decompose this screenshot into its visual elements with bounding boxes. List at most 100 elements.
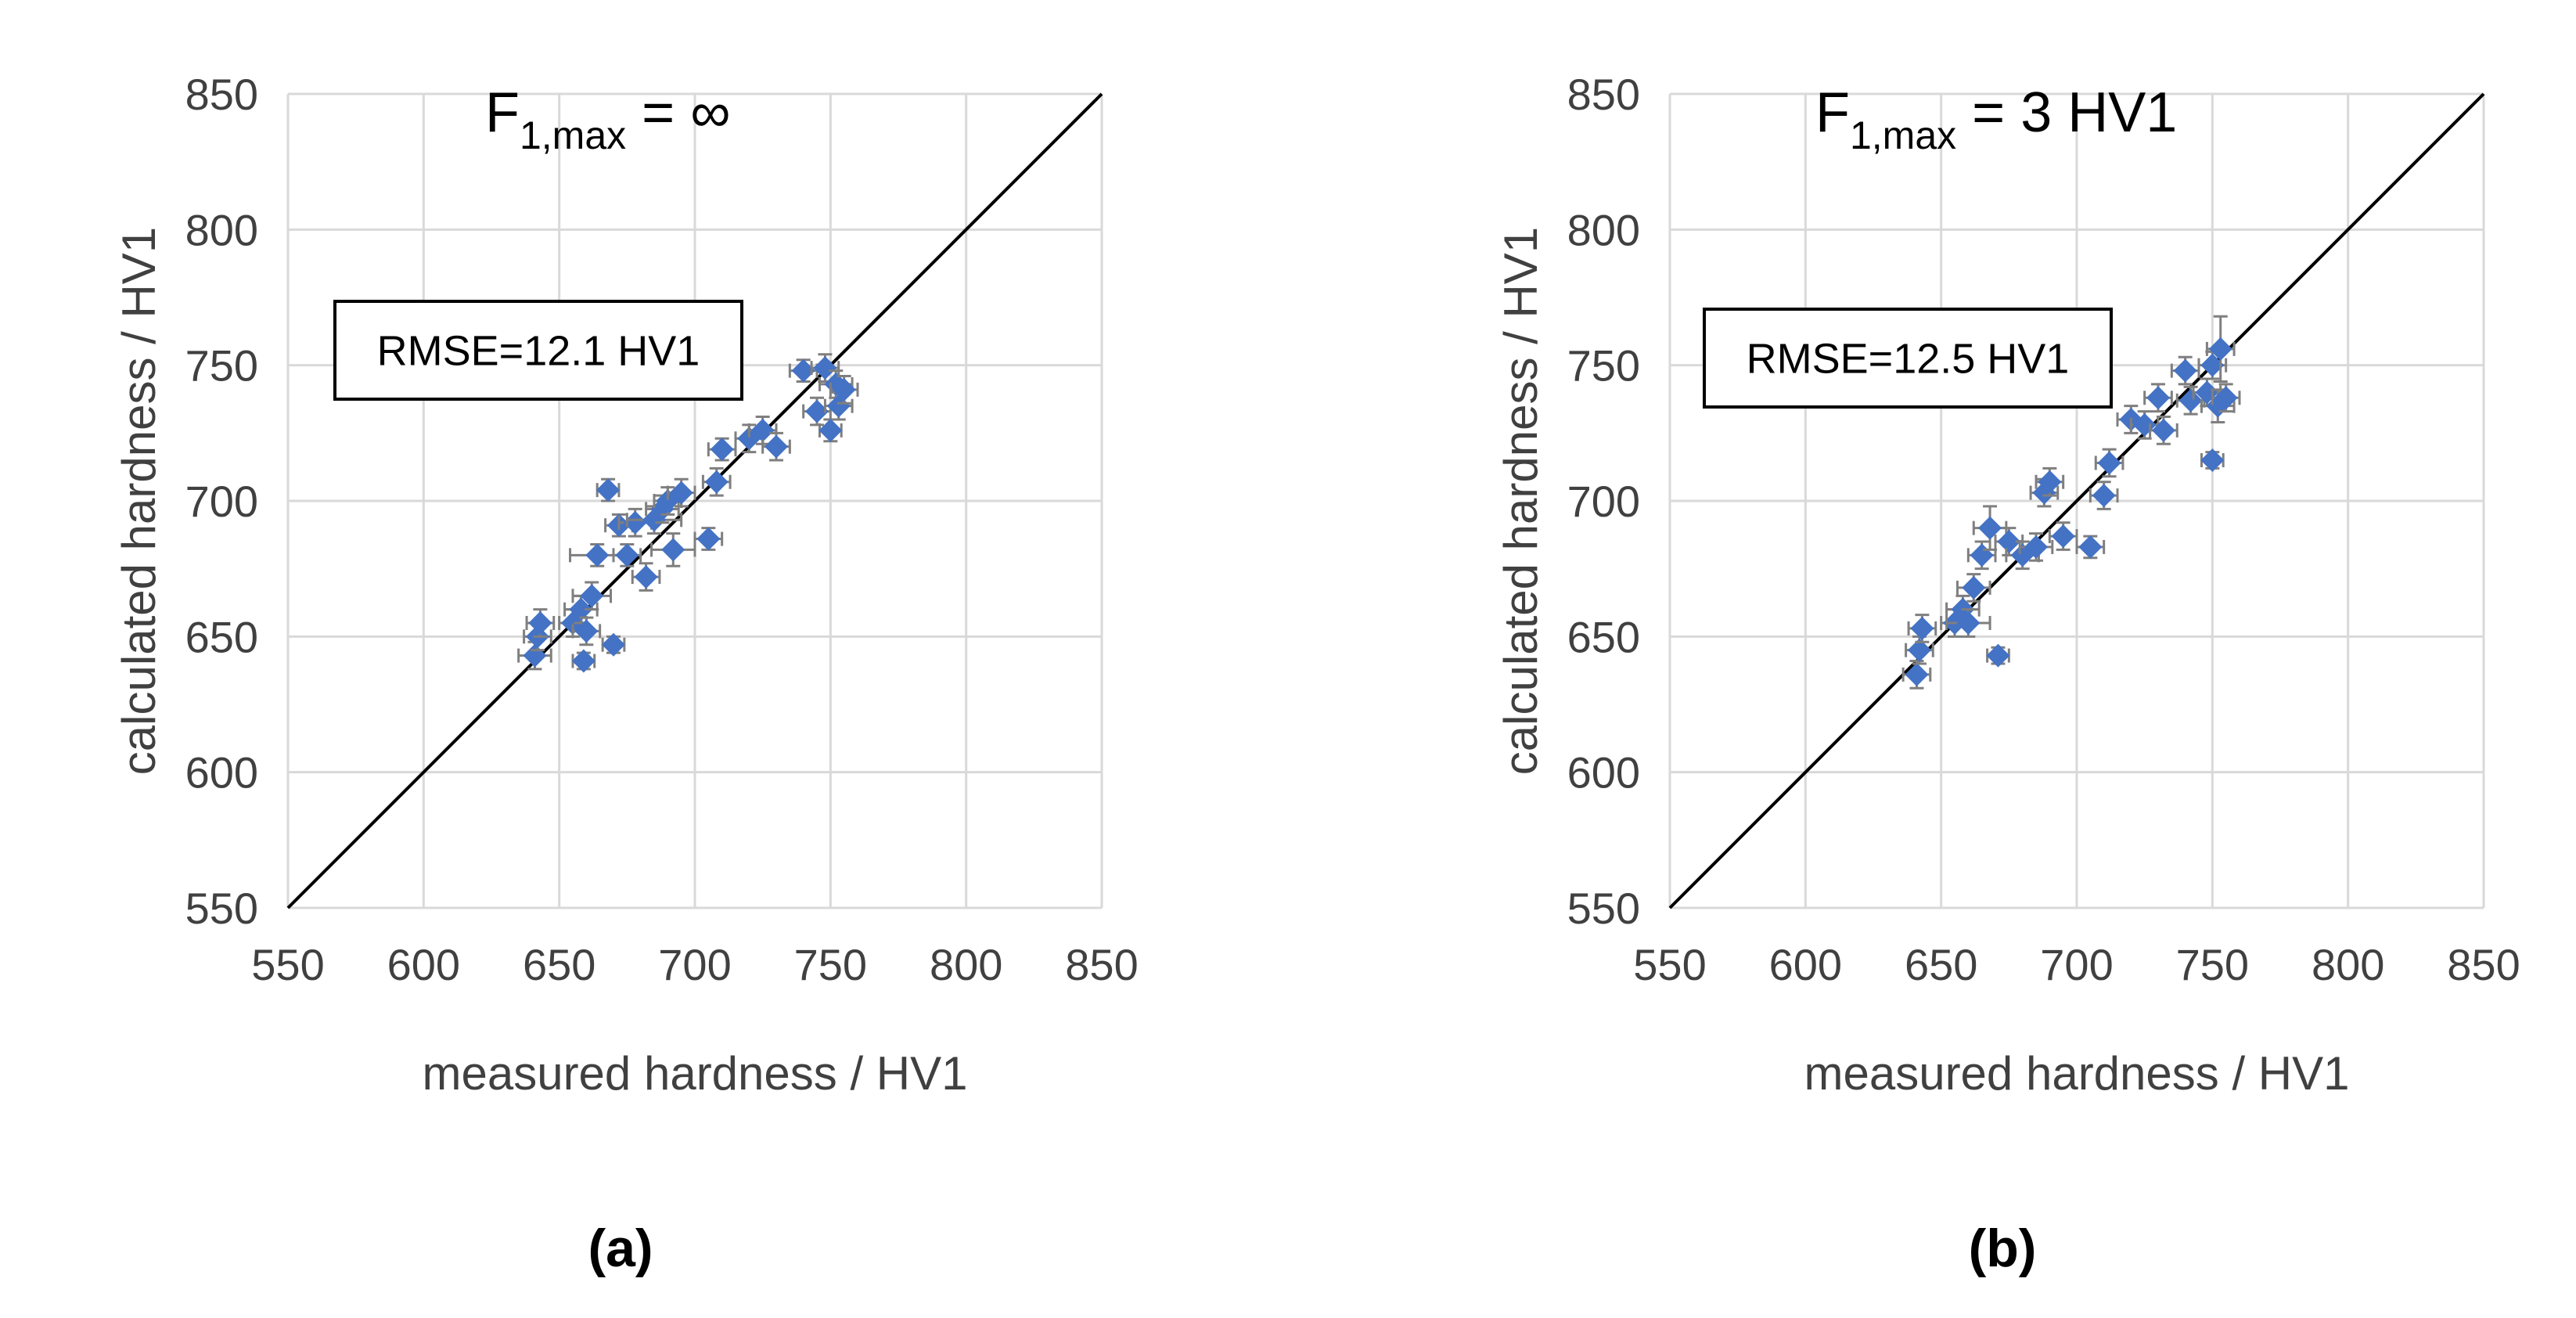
y-tick-label: 600 [1567, 748, 1640, 798]
diamond-marker [2097, 451, 2121, 475]
title-subscript: 1,max [520, 113, 626, 157]
x-tick-label: 800 [2312, 940, 2384, 989]
diamond-marker [805, 399, 829, 423]
data-point [666, 477, 696, 508]
y-tick-label: 750 [1567, 341, 1640, 391]
data-point [2094, 448, 2124, 478]
diamond-marker [571, 649, 595, 673]
data-point [517, 640, 552, 671]
diamond-marker [574, 619, 599, 643]
y-axis-label: calculated hardness / HV1 [1495, 227, 1547, 775]
x-tick-label: 650 [1905, 940, 1977, 989]
x-tick-label: 600 [1769, 940, 1842, 989]
y-tick-label: 550 [185, 884, 258, 933]
diamond-marker [813, 356, 837, 380]
diamond-marker [765, 434, 788, 459]
x-tick-label: 750 [794, 940, 867, 989]
y-tick-label: 550 [1567, 884, 1640, 933]
data-point [810, 353, 840, 383]
x-tick-label: 650 [523, 940, 595, 989]
diamond-marker [585, 543, 610, 567]
rmse-annotation: RMSE=12.1 HV1 [377, 328, 700, 375]
diamond-marker [2092, 484, 2116, 508]
y-tick-label: 650 [185, 612, 258, 661]
x-tick-label: 550 [251, 940, 324, 989]
data-point [693, 527, 724, 551]
diamond-marker [2051, 524, 2075, 549]
y-tick-label: 650 [1567, 612, 1640, 661]
data-point [829, 375, 859, 405]
diamond-marker [1978, 516, 2002, 540]
diamond-marker [1962, 575, 1986, 600]
data-point [1905, 635, 1934, 665]
y-tick-label: 800 [185, 205, 258, 254]
diamond-marker [1907, 638, 1931, 662]
data-point [1907, 614, 1937, 643]
data-point [2089, 481, 2119, 510]
data-point [747, 416, 778, 445]
diamond-marker [661, 538, 685, 562]
annotation-box [1703, 308, 2113, 409]
diamond-marker [832, 377, 856, 402]
data-point [1986, 643, 2010, 668]
y-tick-label: 850 [1567, 70, 1640, 119]
x-tick-label: 700 [2040, 940, 2113, 989]
data-point [2143, 383, 2173, 413]
diamond-marker [704, 470, 729, 494]
data-point [601, 632, 626, 657]
y-tick-label: 850 [185, 70, 258, 119]
data-point [761, 431, 791, 462]
diamond-marker [2200, 448, 2225, 472]
y-axis-label: calculated hardness / HV1 [113, 227, 165, 775]
title-main-text: F [485, 81, 520, 144]
diamond-marker [615, 543, 639, 567]
data-point [707, 437, 737, 462]
diamond-marker [696, 527, 721, 551]
x-tick-label: 800 [930, 940, 1002, 989]
data-point [631, 562, 661, 592]
diamond-marker [569, 597, 593, 621]
diamond-marker [2173, 358, 2197, 383]
diamond-marker [580, 584, 604, 608]
diamond-marker [2151, 418, 2175, 442]
diamond-marker [826, 394, 851, 418]
diamond-marker [1986, 643, 2010, 668]
diamond-marker [669, 481, 693, 505]
diamond-marker [818, 418, 843, 442]
data-point [701, 466, 732, 497]
panel-label: (b) [1969, 1219, 2037, 1278]
panel-b: 550 600 650 700 750 800 850 550 600 650 700 750 800 8… [1495, 70, 2520, 1278]
panel-label: (a) [588, 1219, 653, 1278]
data-point [571, 616, 602, 646]
data-point [2035, 466, 2065, 497]
x-tick-label: 550 [1633, 940, 1706, 989]
data-point [788, 358, 818, 383]
y-tick-label: 800 [1567, 205, 1640, 254]
x-axis-label: measured hardness / HV1 [1804, 1047, 2349, 1100]
diamond-marker [2178, 388, 2203, 412]
data-point [818, 418, 843, 443]
data-point [612, 542, 642, 567]
reference-line [1668, 92, 2485, 909]
data-point [2200, 448, 2225, 472]
data-point [2048, 521, 2078, 551]
diamond-marker [596, 478, 621, 502]
diamond-marker [2214, 386, 2238, 410]
diamond-marker [2024, 535, 2048, 559]
data-point [1945, 608, 1991, 638]
x-tick-label: 850 [2447, 940, 2520, 989]
diamond-marker [2200, 353, 2225, 377]
diamond-marker [710, 438, 734, 462]
diamond-marker [750, 418, 775, 442]
x-tick-label: 750 [2176, 940, 2249, 989]
diamond-marker [1956, 611, 1981, 635]
data-point [595, 477, 621, 502]
data-point [802, 396, 832, 427]
diamond-marker [2146, 386, 2170, 410]
reference-line [286, 92, 1103, 909]
x-tick-label: 600 [387, 940, 460, 989]
data-point [2075, 535, 2106, 560]
x-axis-label: measured hardness / HV1 [422, 1047, 967, 1100]
data-point [525, 608, 556, 638]
